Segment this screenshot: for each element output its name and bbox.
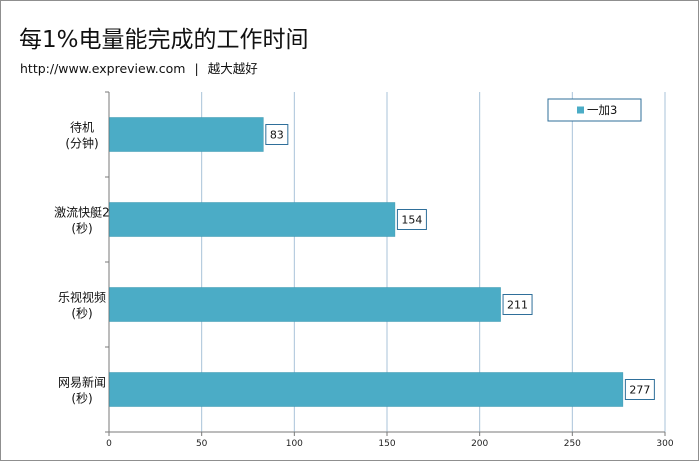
category-label-line: (秒) <box>71 222 92 236</box>
data-label: 154 <box>401 214 422 227</box>
category-labels: 待机(分钟) 激流快艇2 (秒) 乐视视频 (秒) 网易新闻 (秒) <box>54 121 110 406</box>
category-label: 激流快艇2 (秒) <box>54 206 110 236</box>
bar <box>109 287 501 322</box>
data-label: 211 <box>507 299 528 312</box>
category-label-line: 激流快艇2 <box>54 206 110 220</box>
bars <box>109 117 624 407</box>
legend-box <box>547 98 642 122</box>
chart-subtitle: http://www.expreview.com | 越大越好 <box>20 58 258 77</box>
legend-label: 一加3 <box>587 103 617 117</box>
category-label: 网易新闻 (秒) <box>58 375 106 406</box>
category-label-line: (秒) <box>71 307 92 321</box>
bar <box>109 372 624 407</box>
x-tick-label: 200 <box>471 439 488 449</box>
category-label: 待机(分钟) <box>65 121 98 151</box>
category-label: 乐视视频 (秒) <box>58 290 106 321</box>
data-label-box <box>265 124 289 145</box>
data-label-box <box>624 379 655 400</box>
x-tick-label: 250 <box>564 439 581 449</box>
data-label-box <box>396 209 427 230</box>
bar <box>109 117 264 152</box>
data-labels: 83 154 211 277 <box>265 124 655 400</box>
subtitle-separator: | <box>194 61 199 76</box>
legend: 一加3 <box>547 98 642 122</box>
x-tick-label: 50 <box>196 439 208 449</box>
axes <box>105 91 666 436</box>
data-label-box <box>502 294 533 315</box>
source-url: http://www.expreview.com <box>20 61 186 76</box>
tick-labels: 0 50 100 150 200 250 300 <box>106 439 674 449</box>
category-label-line: 网易新闻 <box>58 375 106 390</box>
x-tick-label: 300 <box>656 439 673 449</box>
data-label: 83 <box>270 129 284 142</box>
category-label-line: (分钟) <box>65 136 98 151</box>
category-label-line: 待机 <box>70 121 94 135</box>
chart-title: 每1%电量能完成的工作时间 <box>19 27 309 53</box>
category-label-line: (秒) <box>71 392 92 406</box>
x-tick-label: 100 <box>286 439 303 449</box>
x-tick-label: 0 <box>106 439 112 449</box>
category-label-line: 乐视视频 <box>58 290 106 305</box>
legend-swatch <box>577 106 584 114</box>
slogan: 越大越好 <box>207 61 258 76</box>
bar <box>109 202 396 237</box>
data-label: 277 <box>629 384 650 397</box>
x-tick-label: 150 <box>378 439 395 449</box>
